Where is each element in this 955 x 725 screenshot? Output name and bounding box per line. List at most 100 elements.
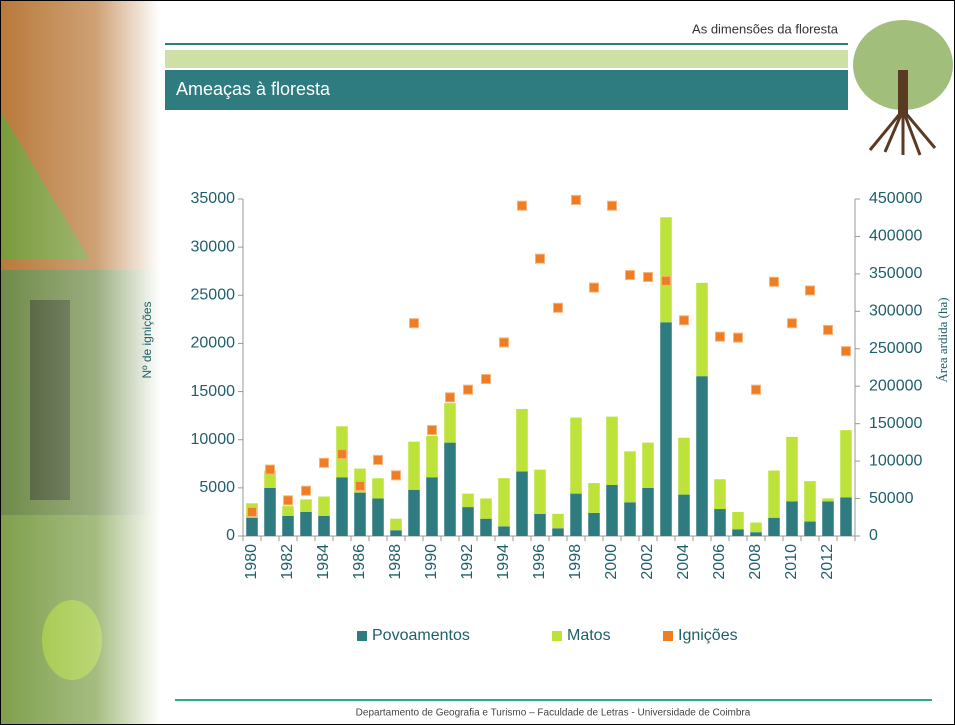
bar xyxy=(480,518,492,536)
point xyxy=(517,200,527,211)
bar xyxy=(786,436,798,502)
bar xyxy=(714,479,726,510)
y2-tick-label: 50000 xyxy=(869,490,914,507)
bar xyxy=(264,470,276,488)
x-tick-label: 1988 xyxy=(387,544,404,580)
x-tick-label: 2012 xyxy=(819,544,836,580)
y2-tick-label: 350000 xyxy=(869,265,922,282)
bar xyxy=(282,506,294,516)
header-band xyxy=(165,50,848,68)
bar xyxy=(444,403,456,443)
point xyxy=(265,464,275,475)
bar xyxy=(732,529,744,536)
point xyxy=(427,425,437,436)
bar xyxy=(732,511,744,530)
bar xyxy=(462,507,474,536)
bar xyxy=(588,512,600,536)
bar xyxy=(426,477,438,536)
bar xyxy=(606,485,618,536)
bar xyxy=(714,509,726,536)
x-tick-label: 1998 xyxy=(567,544,584,580)
point xyxy=(805,285,815,296)
bar xyxy=(768,470,780,518)
bar xyxy=(678,437,690,495)
x-tick-label: 2004 xyxy=(675,544,692,580)
title-banner xyxy=(165,70,848,110)
bar xyxy=(264,487,276,536)
point xyxy=(715,331,725,342)
bar xyxy=(822,501,834,536)
point xyxy=(247,506,257,517)
point xyxy=(679,315,689,326)
point xyxy=(823,324,833,335)
bar xyxy=(408,441,420,490)
y-axis-label: Nº de ignições xyxy=(140,301,154,378)
y2-tick-label: 150000 xyxy=(869,415,922,432)
point xyxy=(751,384,761,395)
footer: Departamento de Geografia e Turismo – Fa… xyxy=(356,708,751,719)
tree-icon xyxy=(853,20,953,156)
y2-tick-label: 400000 xyxy=(869,228,922,245)
point xyxy=(769,276,779,287)
bar xyxy=(534,513,546,536)
y2-tick-label: 200000 xyxy=(869,377,922,394)
point xyxy=(733,332,743,343)
point xyxy=(301,485,311,496)
y-tick-label: 15000 xyxy=(191,383,236,400)
bar xyxy=(408,489,420,536)
bar xyxy=(606,416,618,486)
bar xyxy=(624,451,636,503)
x-tick-label: 1992 xyxy=(459,544,476,580)
point xyxy=(553,302,563,313)
x-tick-label: 1996 xyxy=(531,544,548,580)
bar xyxy=(804,481,816,522)
legend-label: Povoamentos xyxy=(372,627,470,644)
bar xyxy=(336,477,348,536)
section-title: As dimensões da floresta xyxy=(692,21,839,36)
point xyxy=(787,318,797,329)
y2-tick-label: 450000 xyxy=(869,190,922,207)
bar xyxy=(282,515,294,536)
bar xyxy=(480,498,492,519)
y-tick-label: 0 xyxy=(226,527,235,544)
point xyxy=(571,194,581,205)
bar xyxy=(660,217,672,323)
x-tick-label: 1994 xyxy=(495,544,512,580)
bar xyxy=(786,501,798,536)
y-tick-label: 5000 xyxy=(199,479,235,496)
x-tick-label: 2000 xyxy=(603,544,620,580)
point xyxy=(499,337,509,348)
bar xyxy=(318,496,330,516)
bar xyxy=(516,408,528,472)
bar xyxy=(588,483,600,513)
point xyxy=(463,384,473,395)
y2-tick-label: 250000 xyxy=(869,340,922,357)
bar xyxy=(750,532,762,536)
bar xyxy=(300,499,312,512)
point xyxy=(355,480,365,491)
legend-label: Ignições xyxy=(678,627,738,644)
bar xyxy=(354,468,366,493)
bar xyxy=(570,417,582,494)
bar xyxy=(516,471,528,536)
bar xyxy=(696,282,708,377)
legend-swatch xyxy=(663,631,673,641)
point xyxy=(643,271,653,282)
point xyxy=(283,495,293,506)
x-tick-label: 2010 xyxy=(783,544,800,580)
y2-tick-label: 100000 xyxy=(869,452,922,469)
bar xyxy=(840,430,852,498)
x-tick-label: 1982 xyxy=(279,544,296,580)
bar xyxy=(498,478,510,527)
bar xyxy=(552,513,564,529)
x-tick-label: 1980 xyxy=(243,544,260,580)
legend-swatch xyxy=(357,631,367,641)
bar xyxy=(642,442,654,488)
bar xyxy=(246,517,258,536)
bar xyxy=(678,494,690,536)
point xyxy=(409,318,419,329)
point xyxy=(589,282,599,293)
bar xyxy=(390,518,402,531)
